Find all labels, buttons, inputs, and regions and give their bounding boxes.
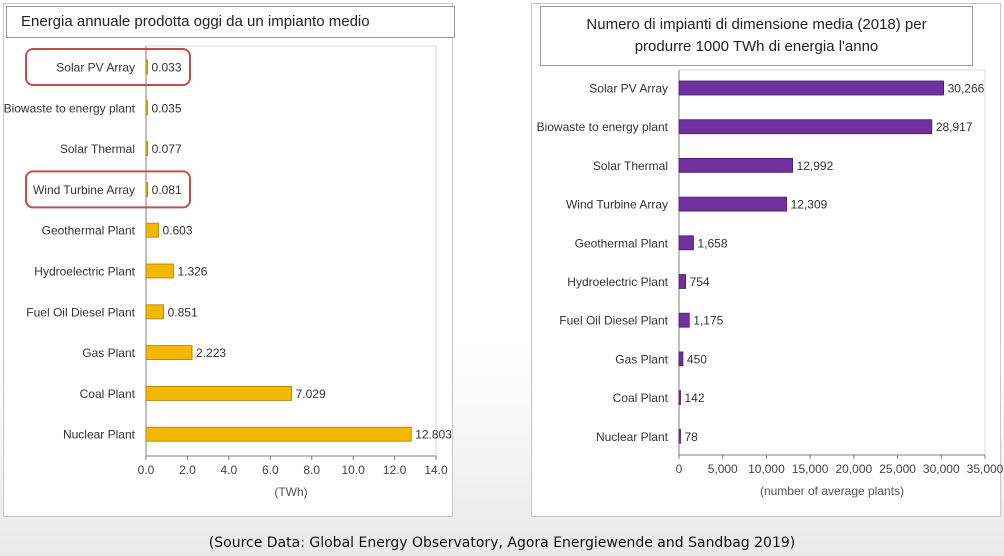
left-category-label: Geothermal Plant	[42, 224, 136, 238]
right-x-tick-label: 15,000	[792, 462, 829, 476]
right-x-tick-label: 0	[676, 462, 683, 476]
left-x-tick-label: 10.0	[341, 463, 365, 477]
left-value-label: 0.033	[152, 61, 182, 75]
left-bar-gas-plant	[145, 345, 193, 361]
left-value-label: 2.223	[196, 346, 226, 360]
right-chart-title-line1: Numero di impianti di dimensione media (…	[586, 16, 927, 33]
right-bar-coal-plant	[678, 390, 681, 406]
left-x-tick-label: 2.0	[179, 463, 196, 477]
left-bar-solar-thermal	[145, 141, 148, 157]
left-x-tick-label: 14.0	[424, 463, 448, 477]
left-bar-biowaste-to-energy-plant	[145, 100, 148, 116]
left-bar-solar-pv-array	[145, 59, 148, 75]
left-value-label: 0.851	[168, 305, 198, 319]
left-bar-hydroelectric-plant	[145, 263, 174, 279]
left-category-label: Fuel Oil Diesel Plant	[26, 305, 135, 319]
right-category-label: Geothermal Plant	[575, 236, 669, 250]
right-x-tick-label: 10,000	[748, 462, 785, 476]
left-value-label: 0.077	[152, 142, 182, 156]
right-x-tick-label: 35,000	[967, 462, 1004, 476]
right-x-tick-label: 20,000	[836, 462, 873, 476]
left-category-label: Solar Thermal	[60, 142, 135, 156]
left-category-label: Biowaste to energy plant	[4, 101, 136, 115]
right-category-label: Nuclear Plant	[596, 430, 669, 444]
right-value-label: 30,266	[948, 82, 985, 96]
right-x-tick-label: 5,000	[708, 462, 738, 476]
right-x-tick-label: 25,000	[879, 462, 916, 476]
right-bar-solar-pv-array	[678, 80, 945, 96]
left-category-label: Gas Plant	[82, 346, 135, 360]
left-bar-geothermal-plant	[145, 222, 159, 238]
right-category-label: Gas Plant	[615, 352, 668, 366]
left-chart-title: Energia annuale prodotta oggi da un impi…	[6, 6, 455, 38]
left-x-tick-label: 6.0	[262, 463, 279, 477]
left-highlight-box-solar-pv-array	[25, 48, 191, 86]
right-bar-biowaste-to-energy-plant	[678, 119, 933, 135]
right-bar-fuel-oil-diesel-plant	[678, 312, 690, 328]
left-category-label: Coal Plant	[80, 387, 136, 401]
left-category-label: Nuclear Plant	[63, 428, 136, 442]
right-value-label: 78	[685, 430, 699, 444]
right-value-label: 12,309	[791, 198, 828, 212]
left-value-label: 0.603	[162, 224, 192, 238]
left-value-label: 0.035	[152, 101, 182, 115]
right-bar-nuclear-plant	[678, 428, 681, 444]
left-x-tick-label: 8.0	[303, 463, 320, 477]
right-value-label: 450	[687, 352, 707, 366]
right-value-label: 1,658	[697, 236, 727, 250]
right-bar-hydroelectric-plant	[678, 274, 686, 289]
right-category-label: Biowaste to energy plant	[537, 120, 669, 134]
left-category-label: Solar PV Array	[56, 61, 135, 75]
right-category-label: Fuel Oil Diesel Plant	[559, 314, 668, 328]
left-value-label: 0.081	[152, 183, 182, 197]
left-highlight-box-wind-turbine-array	[25, 170, 191, 209]
right-value-label: 1,175	[693, 314, 723, 328]
right-bar-geothermal-plant	[678, 235, 694, 251]
right-value-label: 12,992	[797, 159, 834, 173]
right-category-label: Wind Turbine Array	[566, 198, 668, 212]
right-value-label: 28,917	[936, 120, 973, 134]
left-category-label: Wind Turbine Array	[33, 183, 135, 197]
right-bar-solar-thermal	[678, 157, 793, 173]
left-value-label: 7.029	[296, 387, 326, 401]
left-x-tick-label: 12.0	[383, 463, 407, 477]
left-bar-nuclear-plant	[145, 426, 412, 442]
left-x-tick-label: 0.0	[138, 463, 155, 477]
right-x-axis-label: (number of average plants)	[760, 484, 904, 498]
right-chart-title: Numero di impianti di dimensione media (…	[540, 6, 973, 66]
right-value-label: 754	[690, 275, 710, 289]
left-bar-wind-turbine-array	[145, 181, 149, 197]
left-bar-coal-plant	[145, 385, 293, 401]
right-value-label: 142	[685, 391, 705, 405]
source-footer: (Source Data: Global Energy Observatory,…	[208, 535, 796, 551]
right-bar-wind-turbine-array	[678, 196, 788, 212]
left-bar-fuel-oil-diesel-plant	[145, 304, 165, 320]
right-x-tick-label: 30,000	[923, 462, 960, 476]
left-category-label: Hydroelectric Plant	[34, 265, 135, 279]
left-x-axis-label: (TWh)	[274, 485, 307, 499]
left-value-label: 12.803	[415, 428, 452, 442]
right-category-label: Solar Thermal	[593, 159, 668, 173]
right-bar-gas-plant	[678, 351, 684, 367]
right-chart-title-line2: produrre 1000 TWh di energia l'anno	[634, 38, 879, 55]
right-category-label: Hydroelectric Plant	[567, 275, 668, 289]
left-value-label: 1.326	[177, 265, 207, 279]
right-category-label: Solar PV Array	[589, 82, 668, 96]
left-x-tick-label: 4.0	[221, 463, 238, 477]
right-category-label: Coal Plant	[613, 391, 669, 405]
